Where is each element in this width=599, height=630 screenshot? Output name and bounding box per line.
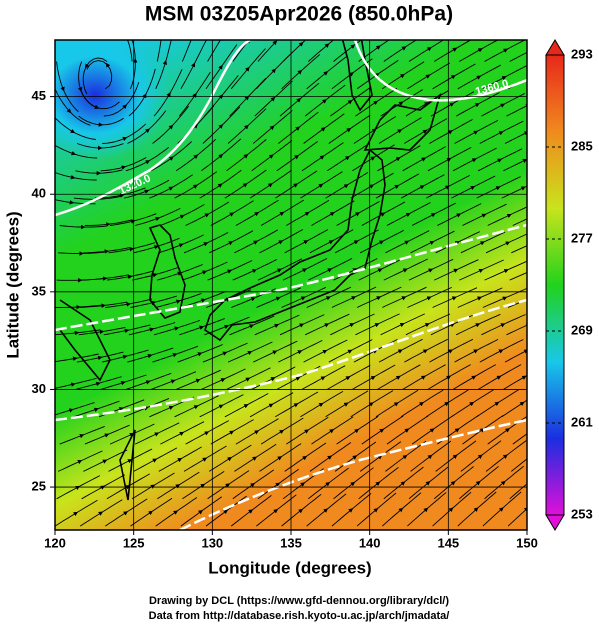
colorbar-extend-bottom xyxy=(546,515,564,530)
streamline xyxy=(525,365,547,377)
footer-line: Data from http://database.rish.kyoto-u.a… xyxy=(149,610,450,622)
y-axis-label: Latitude (degrees) xyxy=(3,211,22,358)
y-tick-label: 25 xyxy=(32,478,46,493)
x-tick-label: 120 xyxy=(44,535,66,550)
streamline xyxy=(276,23,294,42)
chart-title: MSM 03Z05Apr2026 (850.0hPa) xyxy=(145,3,453,26)
colorbar-tick-label: 253 xyxy=(571,506,593,521)
colorbar-tick-label: 285 xyxy=(571,138,593,153)
x-axis-label: Longitude (degrees) xyxy=(208,558,371,577)
colorbar-scale xyxy=(546,55,564,515)
x-tick-label: 125 xyxy=(123,535,145,550)
streamline xyxy=(527,492,546,509)
colorbar-extend-top xyxy=(546,40,564,55)
streamline xyxy=(527,340,549,351)
x-tick-label: 130 xyxy=(201,535,223,550)
x-tick-label: 140 xyxy=(359,535,381,550)
x-tick-label: 145 xyxy=(437,535,459,550)
y-tick-label: 45 xyxy=(32,88,46,103)
colorbar-tick-label: 261 xyxy=(571,414,593,429)
x-tick-label: 135 xyxy=(280,535,302,550)
colorbar-tick-label: 277 xyxy=(571,230,593,245)
streamline xyxy=(525,149,547,160)
y-tick-label: 40 xyxy=(32,186,46,201)
streamline xyxy=(55,307,79,308)
y-tick-label: 35 xyxy=(32,283,46,298)
streamline xyxy=(109,12,125,33)
colorbar-tick-label: 269 xyxy=(571,322,593,337)
colorbar xyxy=(546,40,564,530)
colorbar-tick-label: 293 xyxy=(571,46,593,61)
y-tick-label: 30 xyxy=(32,381,46,396)
x-tick-label: 150 xyxy=(516,535,538,550)
streamline xyxy=(527,403,548,417)
footer-line: Drawing by DCL (https://www.gfd-dennou.o… xyxy=(149,595,449,607)
